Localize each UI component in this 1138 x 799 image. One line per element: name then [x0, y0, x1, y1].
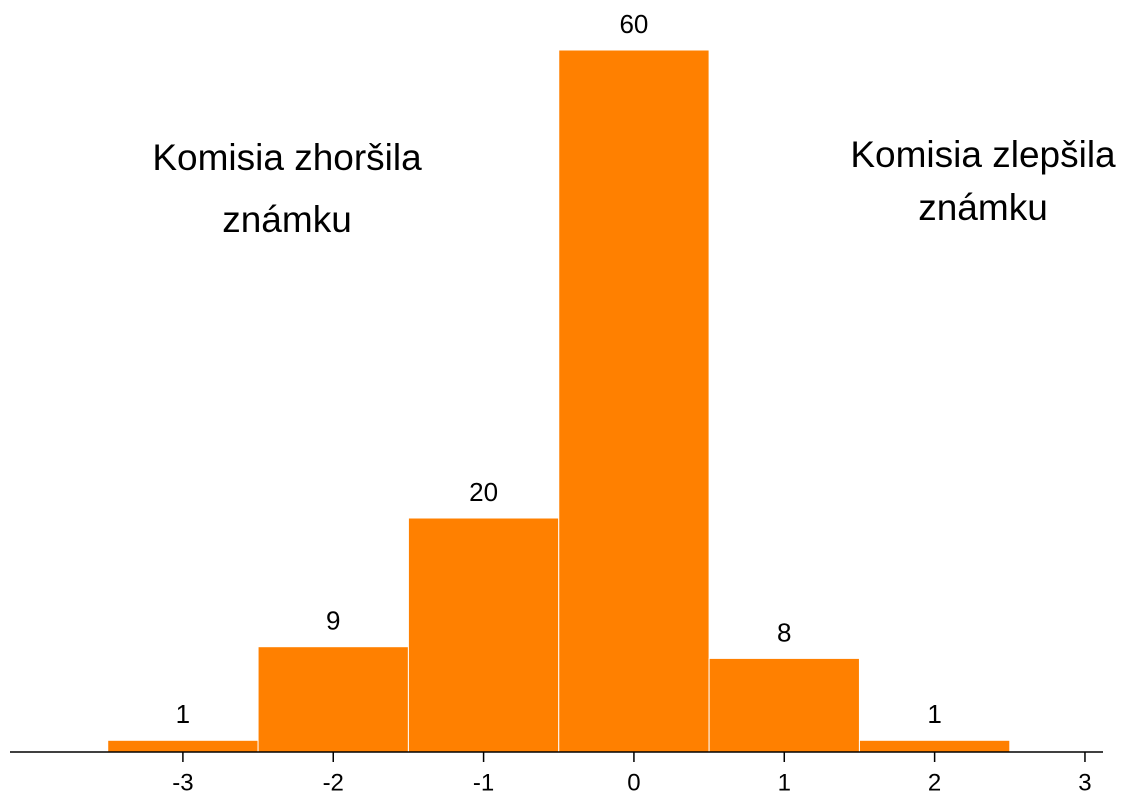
x-tick-label: 2 [928, 769, 941, 796]
bar [257, 646, 409, 753]
x-tick-label: 0 [627, 769, 640, 796]
value-label: 20 [469, 477, 498, 507]
value-label: 1 [927, 699, 941, 729]
value-label: 9 [326, 606, 340, 636]
annotation: známku [222, 199, 352, 240]
bar [107, 739, 259, 753]
bar [407, 517, 560, 753]
x-tick-label: -3 [172, 769, 193, 796]
annotation: známku [918, 187, 1048, 228]
x-tick-label: -1 [473, 769, 494, 796]
x-tick-label: 1 [778, 769, 791, 796]
bar [708, 657, 860, 753]
bar [858, 739, 1011, 753]
x-tick-label: -2 [323, 769, 344, 796]
bar [558, 49, 710, 753]
annotation: Komisia zhoršila [152, 137, 422, 178]
annotation: Komisia zlepšila [850, 134, 1116, 175]
value-label: 1 [176, 699, 190, 729]
value-label: 60 [619, 9, 648, 39]
x-tick-label: 3 [1078, 769, 1091, 796]
value-label: 8 [777, 617, 791, 647]
